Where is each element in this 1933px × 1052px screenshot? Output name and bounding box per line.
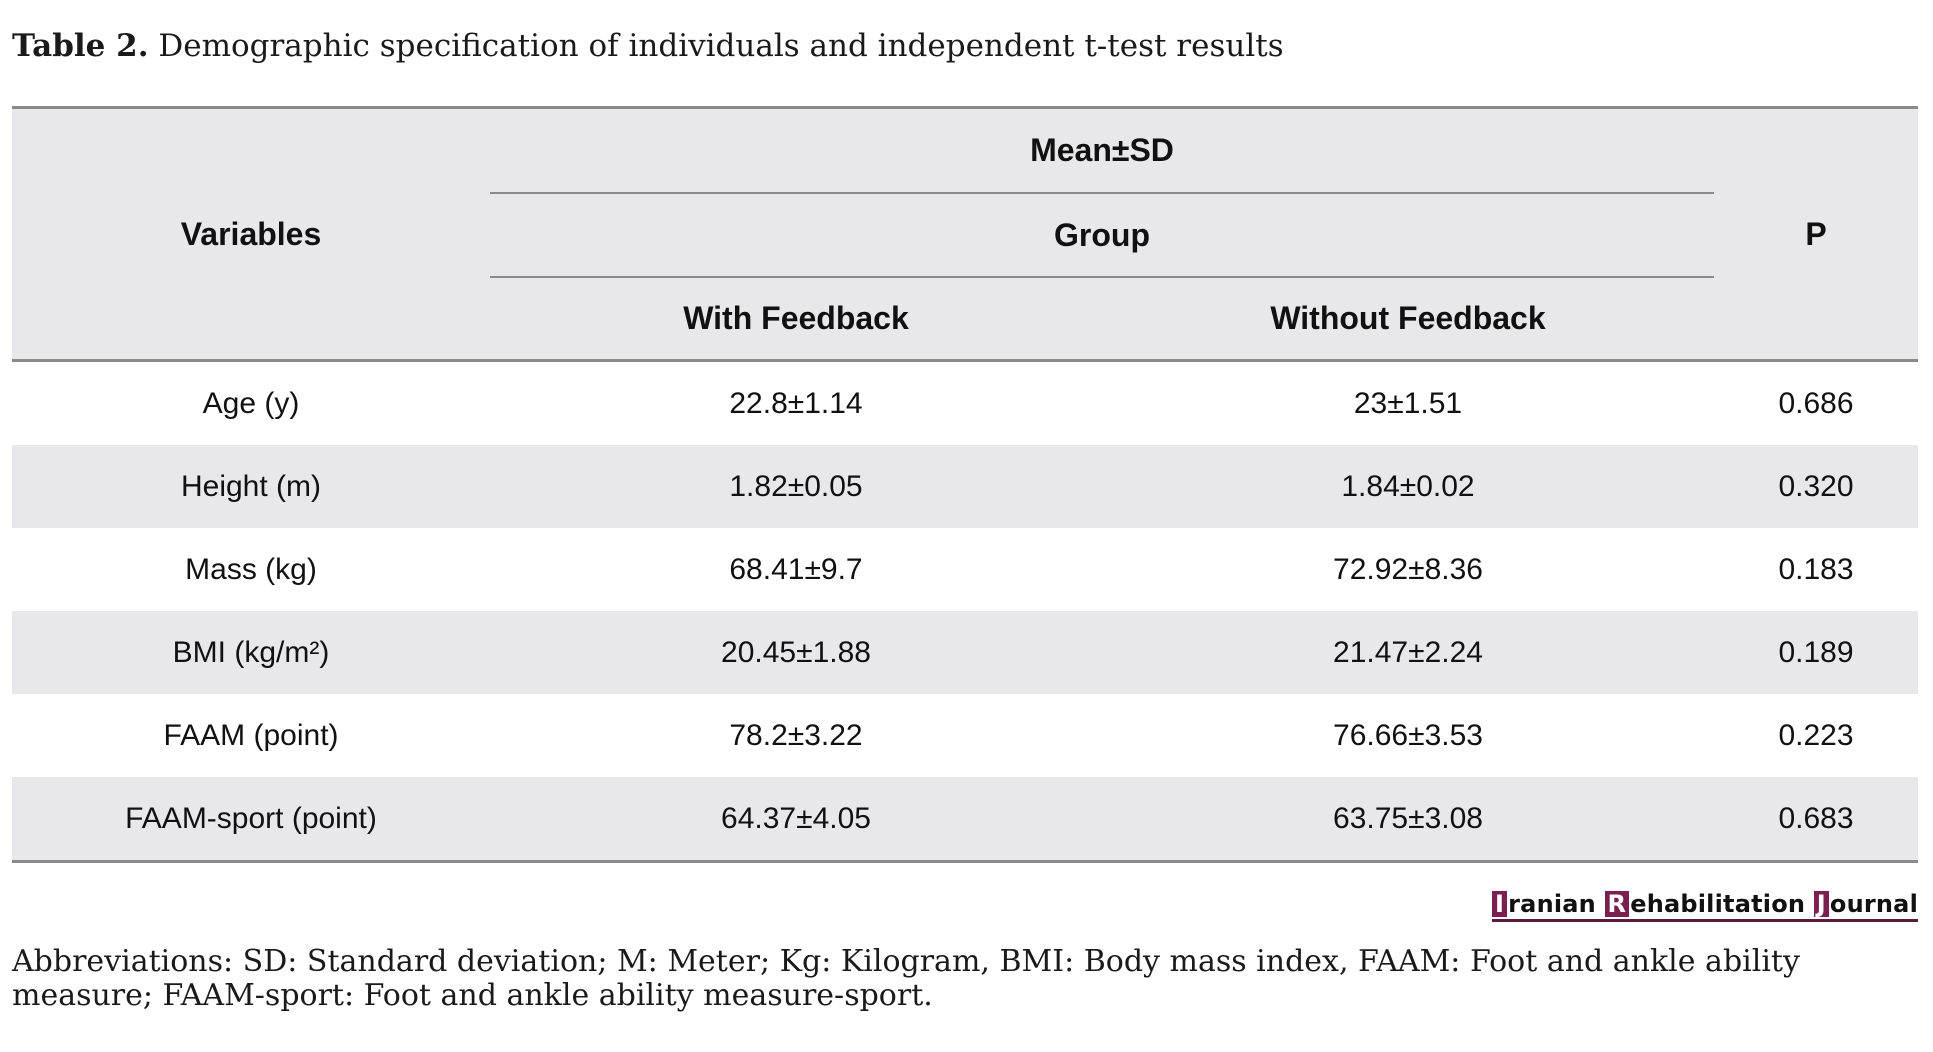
cell-with-feedback: 78.2±3.22	[729, 718, 863, 752]
header-without-feedback: Without Feedback	[1270, 300, 1546, 336]
cell-without-feedback: 63.75±3.08	[1333, 801, 1483, 835]
table-caption-text: Demographic specification of individuals…	[148, 28, 1284, 64]
cell-variable: FAAM (point)	[163, 718, 339, 752]
table-row: BMI (kg/m²) 20.45±1.88 21.47±2.24 0.189	[12, 611, 1918, 694]
cell-with-feedback: 1.82±0.05	[729, 469, 863, 503]
table-header-rule	[12, 359, 1918, 362]
cell-p: 0.686	[1778, 386, 1854, 420]
cell-without-feedback: 1.84±0.02	[1341, 469, 1475, 503]
cell-with-feedback: 22.8±1.14	[729, 386, 863, 420]
cell-variable: FAAM-sport (point)	[125, 801, 377, 835]
logo-text-ehabilitation: ehabilitation	[1630, 890, 1814, 918]
cell-p: 0.320	[1778, 469, 1854, 503]
logo-text-ranian: ranian	[1508, 890, 1605, 918]
cell-variable: BMI (kg/m²)	[172, 635, 330, 669]
logo-initial-j: J	[1813, 891, 1829, 917]
header-with-feedback: With Feedback	[683, 300, 909, 336]
cell-without-feedback: 72.92±8.36	[1333, 552, 1483, 586]
cell-with-feedback: 68.41±9.7	[729, 552, 863, 586]
table-header: Variables Mean±SD Group With Feedback Wi…	[12, 109, 1918, 359]
cell-p: 0.189	[1778, 635, 1854, 669]
header-divider-2	[490, 276, 1714, 278]
table-footnote: Abbreviations: SD: Standard deviation; M…	[12, 944, 1800, 1013]
logo-initial-r: R	[1604, 891, 1630, 917]
header-group: Group	[1054, 216, 1150, 253]
cell-p: 0.683	[1778, 801, 1854, 835]
table-row: Mass (kg) 68.41±9.7 72.92±8.36 0.183	[12, 528, 1918, 611]
table-top-rule	[12, 106, 1918, 109]
cell-without-feedback: 76.66±3.53	[1333, 718, 1483, 752]
table-caption-label: Table 2.	[12, 28, 149, 64]
cell-variable: Height (m)	[180, 469, 322, 503]
cell-without-feedback: 21.47±2.24	[1333, 635, 1483, 669]
cell-variable: Mass (kg)	[185, 552, 317, 586]
table-caption: Table 2. Demographic specification of in…	[12, 28, 1284, 64]
table-row: FAAM-sport (point) 64.37±4.05 63.75±3.08…	[12, 777, 1918, 860]
logo-initial-i: I	[1492, 891, 1508, 917]
header-variables: Variables	[180, 215, 322, 252]
logo-text-ournal: ournal	[1829, 890, 1918, 918]
header-mean-sd: Mean±SD	[1030, 132, 1174, 168]
header-p: P	[1805, 215, 1827, 252]
cell-with-feedback: 64.37±4.05	[721, 801, 871, 835]
header-divider-1	[490, 192, 1714, 194]
table-row: FAAM (point) 78.2±3.22 76.66±3.53 0.223	[12, 694, 1918, 777]
cell-without-feedback: 23±1.51	[1353, 386, 1463, 420]
cell-p: 0.223	[1778, 718, 1854, 752]
table-row: Age (y) 22.8±1.14 23±1.51 0.686	[12, 362, 1918, 445]
table-row: Height (m) 1.82±0.05 1.84±0.02 0.320	[12, 445, 1918, 528]
cell-with-feedback: 20.45±1.88	[721, 635, 871, 669]
table-bottom-rule	[12, 860, 1918, 863]
cell-p: 0.183	[1778, 552, 1854, 586]
demographics-table: Variables Mean±SD Group With Feedback Wi…	[12, 106, 1918, 863]
cell-variable: Age (y)	[202, 386, 300, 420]
